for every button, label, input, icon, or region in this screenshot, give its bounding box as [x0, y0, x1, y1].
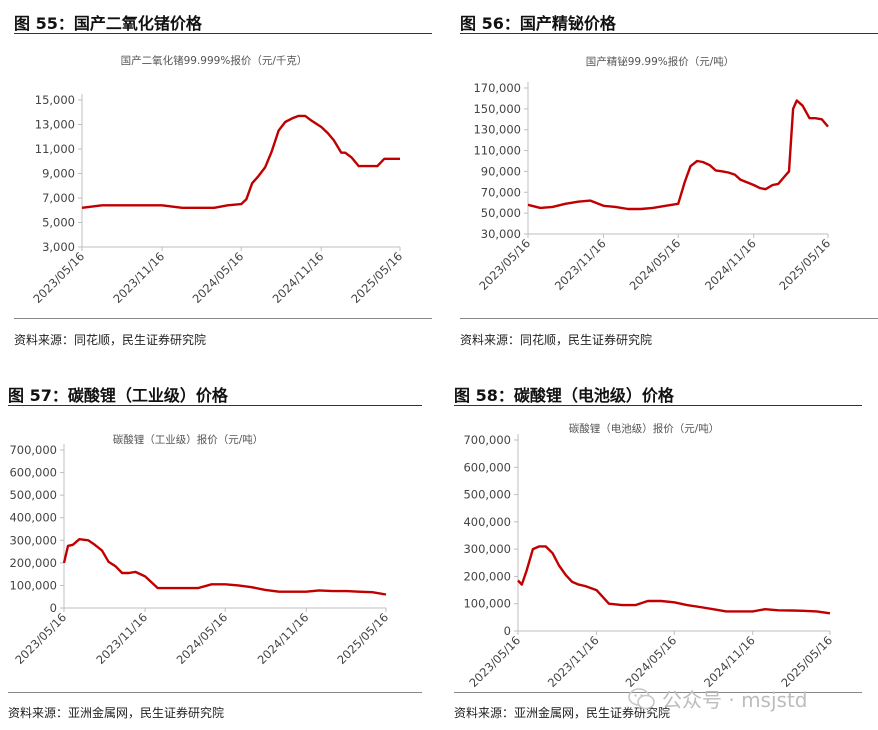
title-rule [460, 33, 878, 34]
y-tick-label: 300,000 [463, 542, 511, 556]
y-tick-label: 200,000 [9, 556, 57, 570]
price-series-line [527, 99, 829, 211]
source-note: 资料来源：亚洲金属网，民生证券研究院 [454, 706, 671, 720]
source-rule [8, 692, 422, 693]
x-tick-label: 2024/11/16 [702, 236, 759, 293]
y-tick-label: 600,000 [463, 460, 511, 474]
price-chart: 国产精铋99.99%报价（元/吨） 30,000 50,000 70,000 90,00… [473, 55, 833, 293]
source-rule [460, 318, 878, 319]
chart-title: 国产精铋99.99%报价（元/吨） [586, 55, 735, 68]
x-tick-label: 2024/05/16 [190, 249, 247, 306]
source-note: 资料来源：同花顺，民生证券研究院 [460, 333, 653, 347]
x-tick-label: 2025/05/16 [334, 610, 391, 667]
x-tick-label: 2024/11/16 [270, 249, 327, 306]
figure-panel-55: 图 55：国产二氧化锗价格 国产二氧化锗99.999%报价（元/千克） 3,000… [14, 10, 432, 355]
y-tick-label: 700,000 [463, 433, 511, 447]
y-tick-label: 5,000 [42, 216, 75, 230]
chart-title: 碳酸锂（电池级）报价（元/吨） [569, 422, 720, 435]
x-tick-label: 2023/11/16 [110, 249, 167, 306]
y-tick-label: 600,000 [9, 466, 57, 480]
figure-title: 图 56：国产精铋价格 [460, 14, 616, 33]
figure-title: 图 58：碳酸锂（电池级）价格 [454, 386, 674, 405]
y-tick-label: 30,000 [481, 227, 521, 241]
y-tick-label: 100,000 [9, 578, 57, 592]
x-tick-label: 2024/11/16 [701, 633, 758, 690]
price-series-line [81, 114, 400, 210]
y-tick-label: 110,000 [473, 144, 521, 158]
y-tick-label: 130,000 [473, 123, 521, 137]
watermark-text: 公众号 · msjstd [662, 688, 808, 712]
figure-title: 图 55：国产二氧化锗价格 [14, 14, 202, 33]
x-tick-label: 2023/05/16 [30, 249, 87, 306]
y-tick-label: 7,000 [42, 191, 75, 205]
figure-panel-58: 图 58：碳酸锂（电池级）价格 碳酸锂（电池级）报价（元/吨） 0 100,000 2… [454, 382, 862, 722]
y-tick-label: 100,000 [463, 597, 511, 611]
x-tick-label: 2023/11/16 [545, 633, 602, 690]
title-rule [14, 33, 432, 34]
y-tick-label: 15,000 [35, 93, 75, 107]
source-rule [454, 692, 862, 693]
source-note: 资料来源：亚洲金属网，民生证券研究院 [8, 706, 225, 720]
x-tick-label: 2023/11/16 [93, 610, 150, 667]
title-rule [8, 405, 422, 406]
x-tick-label: 2023/05/16 [12, 610, 69, 667]
watermark: 公众号 · msjstd [628, 684, 808, 713]
source-rule [14, 318, 432, 319]
y-tick-label: 700,000 [9, 443, 57, 457]
x-tick-label: 2025/05/16 [776, 236, 833, 293]
figure-panel-57: 图 57：碳酸锂（工业级）价格 碳酸锂（工业级）报价（元/吨） 0 100,000 2… [8, 382, 422, 722]
x-tick-label: 2023/11/16 [552, 236, 609, 293]
y-tick-label: 300,000 [9, 533, 57, 547]
x-tick-label: 2025/05/16 [778, 633, 835, 690]
x-tick-label: 2023/05/16 [466, 633, 523, 690]
y-tick-label: 70,000 [481, 185, 521, 199]
x-tick-label: 2024/05/16 [627, 236, 684, 293]
y-tick-label: 170,000 [473, 81, 521, 95]
y-tick-label: 50,000 [481, 206, 521, 220]
y-tick-label: 500,000 [9, 488, 57, 502]
y-tick-label: 0 [504, 624, 511, 638]
figure-panel-56: 图 56：国产精铋价格 国产精铋99.99%报价（元/吨） 30,000 50,00… [460, 10, 878, 355]
x-tick-label: 2025/05/16 [348, 249, 405, 306]
price-series-line [517, 545, 831, 615]
price-series-line [62, 537, 387, 596]
y-tick-label: 400,000 [463, 515, 511, 529]
x-tick-label: 2024/11/16 [255, 610, 312, 667]
y-tick-label: 0 [50, 601, 57, 615]
title-rule [454, 405, 862, 406]
chart-title: 国产二氧化锗99.999%报价（元/千克） [121, 54, 308, 67]
y-tick-label: 500,000 [463, 488, 511, 502]
y-tick-label: 11,000 [35, 142, 75, 156]
y-tick-label: 400,000 [9, 511, 57, 525]
x-tick-label: 2023/05/16 [476, 236, 533, 293]
price-chart: 碳酸锂（工业级）报价（元/吨） 0 100,000 200,000 300,000 400… [9, 433, 391, 667]
figure-title: 图 57：碳酸锂（工业级）价格 [8, 386, 228, 405]
y-tick-label: 13,000 [35, 118, 75, 132]
y-tick-label: 150,000 [473, 102, 521, 116]
y-tick-label: 200,000 [463, 569, 511, 583]
x-tick-label: 2024/05/16 [174, 610, 231, 667]
price-chart: 碳酸锂（电池级）报价（元/吨） 0 100,000 200,000 300,000 400… [463, 422, 835, 690]
chart-title: 碳酸锂（工业级）报价（元/吨） [113, 433, 264, 446]
y-tick-label: 9,000 [42, 167, 75, 181]
wechat-icon [628, 687, 656, 710]
source-note: 资料来源：同花顺，民生证券研究院 [14, 333, 207, 347]
y-tick-label: 3,000 [42, 240, 75, 254]
y-tick-label: 90,000 [481, 164, 521, 178]
x-tick-label: 2024/05/16 [623, 633, 680, 690]
price-chart: 国产二氧化锗99.999%报价（元/千克） 3,000 5,000 7,000 9,00… [30, 54, 405, 306]
